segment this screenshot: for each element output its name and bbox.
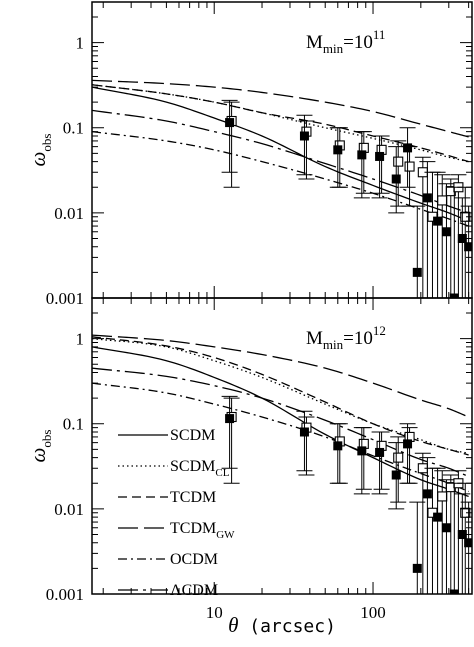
data-point-filled [225,118,235,128]
data-point-filled [449,293,459,298]
data-point-filled [433,512,443,522]
plot-frame [91,1,473,299]
y-axis-subscript: obs [39,134,54,152]
x-axis-symbol: θ [228,613,238,637]
panel-bottom: 0.001 0.01 0.1 1 10 100 Mmin=1012 ωobs θ (arcsec… [26,297,473,637]
model-curve-longdashdot [92,367,469,478]
legend-label-sub: GW [216,529,235,541]
y-tick-label: 0.001 [46,585,84,604]
x-axis-unit: (arcsec) [238,616,336,637]
panel-annotation: Mmin=1012 [306,323,386,352]
data-point-open [393,452,404,463]
data-point-filled [433,216,443,226]
data-point-filled [449,589,459,594]
model-curve-shortdash [92,336,469,456]
legend-label-main: TCDM [170,520,216,537]
model-curve-shortdash [92,84,469,163]
y-axis-symbol: ω [26,448,50,463]
data-point-filled [422,193,432,203]
data-point-open [393,156,404,167]
legend-label: ΛCDM [170,582,218,599]
data-point-open [437,195,448,206]
panel-top: 0.001 0.01 0.1 1 Mmin=1011 ωobs [26,1,473,308]
data-point-filled [422,489,432,499]
y-tick-label: 0.001 [46,289,84,308]
legend-label-main: TCDM [170,489,216,506]
data-point-filled [457,529,467,539]
legend-label: TCDMGW [170,520,235,541]
model-curve-longdashdot [92,109,469,214]
y-axis-symbol: ω [26,152,50,167]
y-axis-title: ωobs [26,430,54,463]
data-point-filled [299,427,309,437]
annotation-main: M [306,32,323,53]
data-point-filled [391,174,401,184]
legend-label: TCDM [170,489,216,506]
legend-label-main: SCDM [170,427,215,444]
y-tick-label: 0.01 [54,204,84,223]
legend-label: OCDM [170,551,218,568]
model-curve-solid [92,346,469,498]
model-curve-longdash [92,334,469,418]
data-point-filled [457,233,467,243]
data-point-filled [403,439,413,449]
legend-label-main: SCDM [170,458,215,475]
y-tick-label: 1 [76,34,85,53]
annotation-sup: 11 [373,27,386,42]
legend-label-main: ΛCDM [170,582,218,599]
y-tick-label: 0.01 [54,500,84,519]
plot-area [92,79,472,298]
model-curve-solid [92,86,469,222]
data-point-filled [441,227,451,237]
data-point-filled [333,441,343,451]
annotation-main: M [306,328,323,349]
plot-area [92,334,472,594]
plot-frame [91,297,473,595]
data-point-filled [333,145,343,155]
data-point-filled [412,563,422,573]
legend-label: SCDM [170,427,215,444]
y-tick-label: 0.1 [63,415,84,434]
x-tick-label: 100 [360,603,386,622]
y-tick-label: 1 [76,330,85,349]
annotation-sub: min [323,337,344,352]
data-point-filled [412,267,422,277]
data-point-filled [375,447,385,457]
data-point-open [437,491,448,502]
model-curve-dotted [92,84,469,163]
legend-label: SCDMCL [170,458,230,479]
y-axis-subscript: obs [39,430,54,448]
data-point-filled [225,414,235,424]
x-axis-title: θ (arcsec) [228,613,336,637]
data-point-filled [403,143,413,153]
data-point-open [404,161,415,172]
x-tick-label: 10 [206,603,223,622]
annotation-sup: 12 [373,323,386,338]
annotation-sub: min [323,41,344,56]
y-axis-title: ωobs [26,134,54,167]
model-curve-longdash [92,79,469,138]
data-point-filled [299,131,309,141]
legend-label-sub: CL [215,467,229,479]
annotation-eq: =10 [343,32,373,53]
y-tick-label: 0.1 [63,119,84,138]
data-point-filled [441,523,451,533]
data-point-filled [357,446,367,456]
annotation-eq: =10 [343,328,373,349]
legend-label-main: OCDM [170,551,218,568]
panel-annotation: Mmin=1011 [306,27,385,56]
data-point-filled [375,151,385,161]
data-point-filled [391,470,401,480]
data-point-filled [357,150,367,160]
